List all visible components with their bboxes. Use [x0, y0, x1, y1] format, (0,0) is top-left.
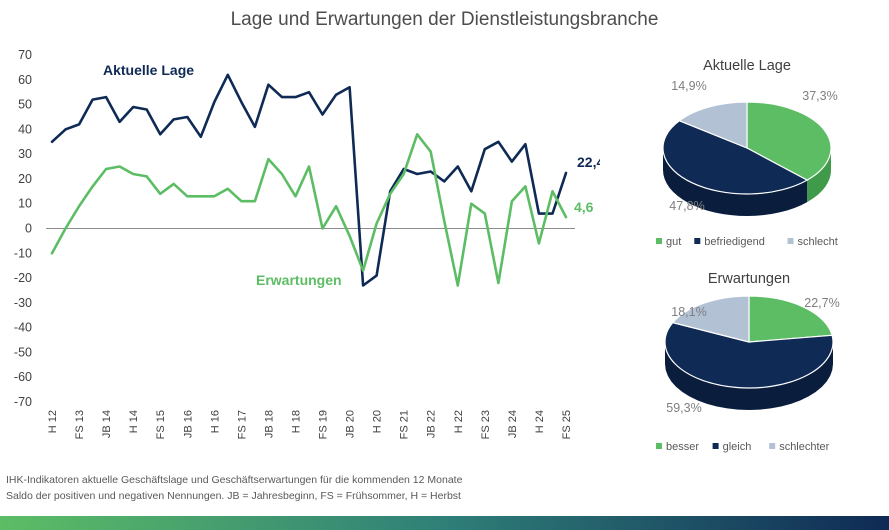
- legend-label-schlechter: schlechter: [779, 441, 829, 453]
- legend-label-gut: gut: [666, 236, 681, 248]
- line-chart: 70 60 50 40 30 20 10 0 -10 -20 -30 -40 -50 -60 -70 H 12…: [14, 48, 600, 439]
- pie-value-label: 14,9%: [671, 79, 706, 93]
- pie-value-label: 18,1%: [671, 305, 706, 319]
- pie-title: Aktuelle Lage: [703, 58, 791, 74]
- y-tick-label: 30: [18, 147, 32, 161]
- legend-label-besser: besser: [666, 441, 699, 453]
- x-tick-label: JB 24: [507, 410, 519, 438]
- series-label-aktuelle-lage: Aktuelle Lage: [103, 62, 194, 78]
- footnote-line-2: Saldo der positiven und negativen Nennun…: [6, 490, 461, 502]
- pie-chart-erwartungen: Erwartungen 22,7% 59,3% 18,1% besser gleich sc…: [656, 271, 840, 453]
- legend-swatch-gut: [656, 238, 662, 244]
- bottom-gradient-bar: [0, 516, 889, 530]
- x-tick-label: FS 13: [74, 410, 86, 439]
- x-tick-label: JB 14: [101, 410, 113, 438]
- x-tick-label: JB 18: [263, 410, 275, 438]
- end-value-label-lage: 22,4: [577, 154, 600, 170]
- x-tick-label: JB 22: [426, 410, 438, 438]
- pie-value-label: 37,3%: [802, 89, 837, 103]
- y-tick-label: -60: [14, 370, 32, 384]
- pie-side-wall: [665, 342, 833, 410]
- x-tick-label: FS 17: [236, 410, 248, 439]
- legend-label-schlecht: schlecht: [798, 236, 838, 248]
- x-tick-label: H 16: [209, 410, 221, 433]
- y-tick-label: 70: [18, 48, 32, 62]
- legend-label-gleich: gleich: [723, 441, 752, 453]
- x-tick-label: FS 21: [399, 410, 411, 439]
- y-tick-label: -40: [14, 321, 32, 335]
- x-tick-label: H 22: [453, 410, 465, 433]
- series-line-erwartungen: [50, 133, 568, 287]
- pie-value-label: 59,3%: [666, 401, 701, 415]
- y-tick-label: 0: [25, 222, 32, 236]
- series-line-aktuelle-lage: [50, 73, 568, 287]
- y-tick-label: -50: [14, 345, 32, 359]
- x-tick-label: FS 23: [480, 410, 492, 439]
- y-tick-label: -30: [14, 296, 32, 310]
- legend-swatch-besser: [656, 443, 662, 449]
- x-tick-label: H 24: [534, 410, 546, 433]
- pie-slice-gut: [746, 101, 832, 181]
- pie-slice-gleich: [664, 321, 834, 389]
- footnote-line-1: IHK-Indikatoren aktuelle Geschäftslage u…: [6, 474, 463, 486]
- x-tick-label: H 20: [372, 410, 384, 433]
- pie-slice-schlechter: [671, 295, 750, 343]
- pie-side-wall: [807, 148, 831, 203]
- legend-swatch-gleich: [712, 443, 719, 449]
- y-tick-label: -70: [14, 395, 32, 409]
- y-tick-label: 50: [18, 98, 32, 112]
- y-tick-label: 60: [18, 73, 32, 87]
- x-tick-label: JB 16: [182, 410, 194, 438]
- y-tick-label: -10: [14, 246, 32, 260]
- end-value-label-erwartungen: 4,6: [574, 199, 594, 215]
- pie-value-label: 47,8%: [669, 199, 704, 213]
- x-tick-label: FS 19: [318, 410, 330, 439]
- x-tick-label: FS 15: [155, 410, 167, 439]
- series-label-erwartungen: Erwartungen: [256, 272, 342, 288]
- pie-value-label: 22,7%: [804, 296, 839, 310]
- pie-title: Erwartungen: [708, 271, 790, 287]
- x-tick-label: JB 20: [345, 410, 357, 438]
- x-tick-label: H 14: [128, 410, 140, 433]
- bottom-gradient-fill: [0, 516, 889, 530]
- x-tick-label: H 18: [290, 410, 302, 433]
- pie-slice-schlecht: [678, 101, 748, 149]
- pie-side-wall: [663, 148, 808, 216]
- legend-swatch-befriedigend: [694, 238, 701, 244]
- chart-title: Lage und Erwartungen der Dienstleistungs…: [230, 9, 659, 30]
- y-tick-label: -20: [14, 271, 32, 285]
- y-tick-label: 40: [18, 122, 32, 136]
- pie-slice-befriedigend: [662, 120, 809, 195]
- pie-slice-besser: [748, 295, 833, 343]
- x-tick-label: FS 25: [561, 410, 573, 439]
- legend-swatch-schlecht: [787, 238, 794, 244]
- y-tick-label: 10: [18, 197, 32, 211]
- y-tick-label: 20: [18, 172, 32, 186]
- legend-swatch-schlechter: [769, 443, 776, 449]
- legend-label-befriedigend: befriedigend: [704, 236, 765, 248]
- pie-chart-aktuelle-lage: Aktuelle Lage 37,3% 47,8% 14,9% gut befriedig…: [656, 58, 838, 248]
- x-tick-label: H 12: [47, 410, 59, 433]
